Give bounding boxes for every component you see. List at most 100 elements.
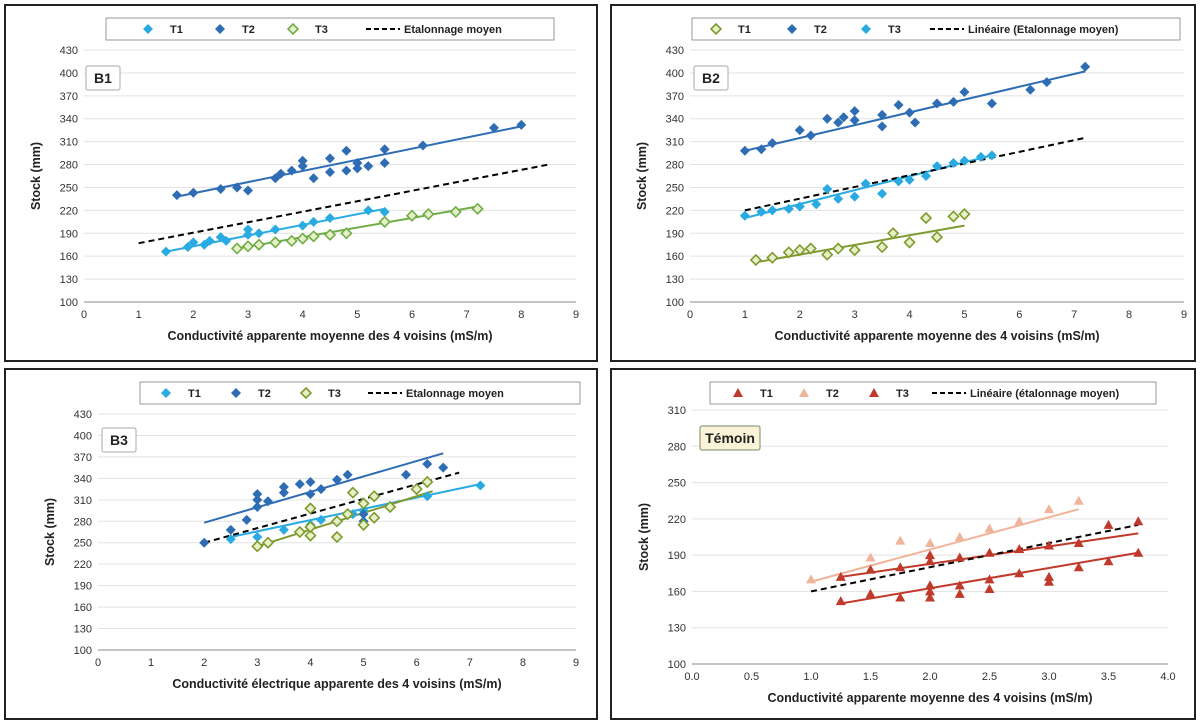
data-point <box>199 537 210 548</box>
data-point <box>925 556 935 566</box>
data-point <box>305 476 316 487</box>
data-point <box>877 121 888 132</box>
data-point <box>286 165 297 176</box>
data-point <box>822 113 833 124</box>
legend-label: T3 <box>888 24 901 36</box>
y-tick-label: 160 <box>668 586 686 598</box>
data-point <box>422 491 433 502</box>
data-point <box>1044 576 1054 586</box>
legend-swatch <box>215 24 225 34</box>
y-tick-label: 250 <box>60 182 78 194</box>
data-point <box>1073 538 1084 548</box>
data-point <box>341 145 352 156</box>
y-tick-label: 310 <box>666 137 684 149</box>
data-point <box>895 592 906 602</box>
x-tick-label: 0 <box>95 657 101 669</box>
data-point <box>171 190 182 201</box>
data-point <box>925 592 935 602</box>
x-tick-label: 4 <box>300 309 306 321</box>
y-tick-label: 400 <box>666 68 684 80</box>
x-tick-label: 8 <box>1126 309 1132 321</box>
data-point <box>363 205 374 216</box>
chart-b3: 100 130 160 190 220 250 280 310 340 370 400 430 0 1 2 3… <box>43 381 581 691</box>
y-tick-label: 430 <box>666 45 684 57</box>
y-tick-label: 190 <box>60 228 78 240</box>
data-point <box>1025 84 1036 95</box>
data-point <box>954 552 965 562</box>
data-point <box>340 227 353 240</box>
data-point <box>766 251 779 264</box>
data-point <box>848 243 861 257</box>
legend-label: T2 <box>258 388 271 400</box>
y-tick-label: 130 <box>74 624 92 636</box>
x-tick-label: 4.0 <box>1160 671 1175 683</box>
data-point <box>252 489 263 500</box>
data-point <box>835 571 846 581</box>
x-axis-title: Conductivité électrique apparente des 4 … <box>172 677 501 691</box>
data-point <box>984 547 995 557</box>
x-tick-label: 4 <box>906 309 912 321</box>
data-point <box>270 224 281 235</box>
legend-label: T3 <box>896 388 909 400</box>
data-point <box>767 138 778 149</box>
y-tick-label: 130 <box>666 274 684 286</box>
y-tick-label: 100 <box>668 659 686 671</box>
y-tick-label: 370 <box>666 91 684 103</box>
y-tick-label: 430 <box>74 409 92 421</box>
data-point <box>875 240 889 254</box>
y-axis-title: Stock (mm) <box>635 142 649 210</box>
x-tick-label: 3.0 <box>1041 671 1056 683</box>
data-point <box>305 489 316 500</box>
data-point <box>756 206 767 217</box>
data-point <box>782 246 795 259</box>
y-tick-label: 160 <box>60 251 78 263</box>
data-point <box>932 161 942 172</box>
data-point <box>342 469 353 480</box>
data-point <box>948 158 959 169</box>
legend-swatch <box>286 22 300 36</box>
data-point <box>352 163 363 174</box>
data-point <box>865 564 876 574</box>
data-point <box>357 497 370 510</box>
data-point <box>379 144 390 155</box>
data-point <box>793 243 806 257</box>
data-point <box>243 224 253 235</box>
x-tick-label: 2 <box>190 309 196 321</box>
data-point <box>323 228 337 241</box>
data-point <box>304 502 317 515</box>
chart-b2: 100 130 160 190 220 250 280 310 340 370 400 430 0 1 2 3… <box>635 17 1187 343</box>
data-point <box>188 237 199 248</box>
data-point <box>877 188 888 199</box>
series-trendline <box>810 508 1080 583</box>
data-point <box>297 161 308 172</box>
y-tick-label: 370 <box>74 452 92 464</box>
data-point <box>959 155 970 166</box>
y-tick-label: 220 <box>74 559 92 571</box>
data-point <box>925 550 935 560</box>
y-tick-label: 340 <box>60 114 78 126</box>
data-point <box>986 98 997 109</box>
data-point <box>756 144 767 155</box>
y-tick-label: 220 <box>668 514 686 526</box>
data-point <box>904 107 915 118</box>
data-point <box>471 202 484 215</box>
x-tick-label: 9 <box>573 309 579 321</box>
data-point <box>1133 516 1144 526</box>
y-tick-label: 310 <box>668 405 686 417</box>
data-point <box>278 487 289 498</box>
x-tick-label: 5 <box>360 657 366 669</box>
data-point <box>794 125 805 136</box>
y-tick-label: 250 <box>668 478 686 490</box>
chart-temoin: 100 130 160 190 220 250 280 310 0.0 0.5 1.0 1.5 2.0 2… <box>637 381 1176 705</box>
y-tick-label: 280 <box>668 441 686 453</box>
data-point <box>489 122 499 133</box>
data-point <box>895 562 906 572</box>
data-point <box>341 165 352 176</box>
y-tick-label: 250 <box>74 538 92 550</box>
data-point <box>1073 562 1084 572</box>
data-point <box>1014 516 1025 526</box>
data-point <box>947 210 960 223</box>
x-axis-title: Conductivité apparente moyenne des 4 voi… <box>767 691 1092 705</box>
data-point <box>421 475 434 489</box>
legend-label: Linéaire (Etalonnage moyen) <box>968 24 1119 36</box>
